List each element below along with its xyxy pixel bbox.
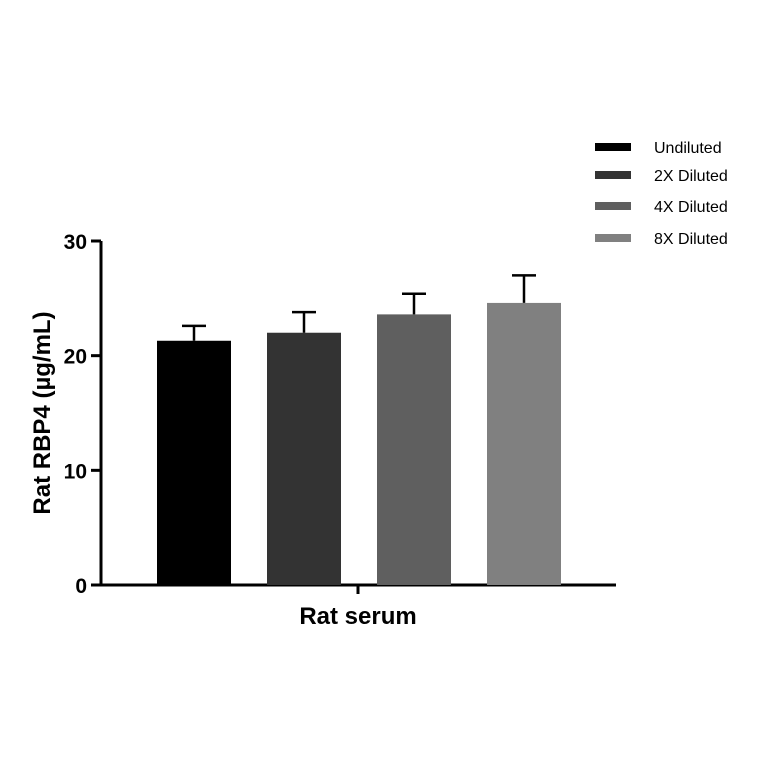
legend-swatch-4x-diluted [595,202,631,210]
y-axis-title: Rat RBP4 (µg/mL) [29,311,56,514]
legend-label-8x-diluted: 8X Diluted [654,231,728,248]
legend-label-4x-diluted: 4X Diluted [654,199,728,216]
y-tick-label: 20 [64,346,87,369]
legend-swatch-8x-diluted [595,234,631,242]
bar-4x-diluted [377,314,451,585]
y-tick-label: 0 [75,575,87,598]
bar-undiluted [157,340,231,585]
y-tick-label: 30 [64,231,87,254]
error-bar-undiluted [182,324,206,341]
bar-2x-diluted [267,332,341,585]
legend: Undiluted 2X Diluted 4X Diluted 8X Dilut… [595,140,728,248]
error-bar-8x-diluted [512,274,536,303]
error-bar-4x-diluted [402,292,426,315]
legend-label-2x-diluted: 2X Diluted [654,168,728,185]
error-bar-2x-diluted [292,310,316,333]
legend-swatch-2x-diluted [595,171,631,179]
legend-swatch-undiluted [595,143,631,151]
error-bars-group [182,274,536,341]
legend-label-undiluted: Undiluted [654,140,722,157]
y-axis-tick-labels: 0 10 20 30 [64,231,87,598]
y-axis-ticks [91,239,101,587]
bar-8x-diluted [487,302,561,585]
y-tick-label: 10 [64,460,87,483]
bars-group [157,302,561,585]
x-axis-title: Rat serum [299,603,416,630]
